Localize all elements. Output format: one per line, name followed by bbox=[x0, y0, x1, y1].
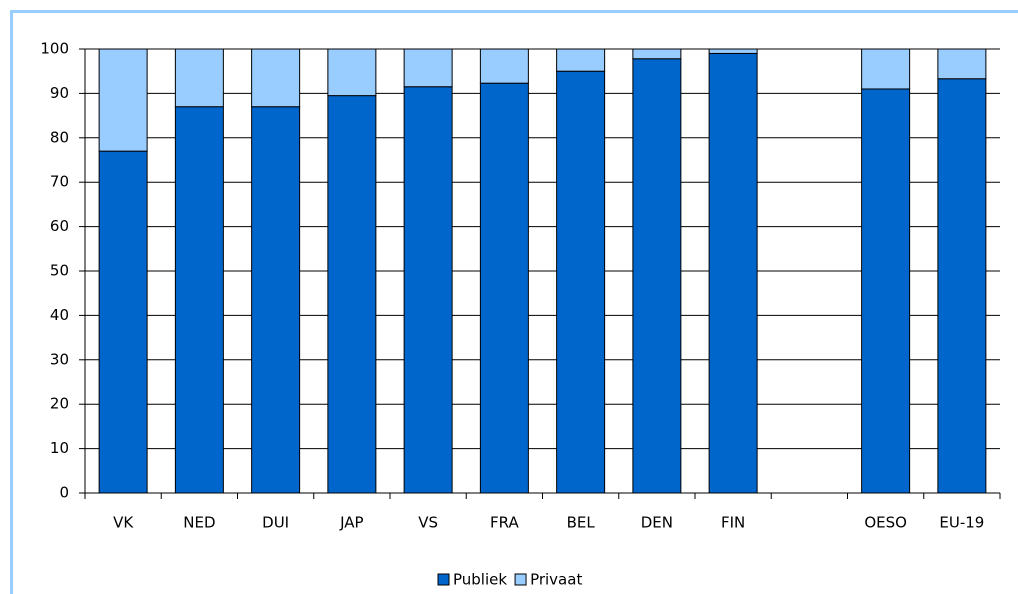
y-tick-label: 70 bbox=[50, 173, 69, 191]
y-tick-label: 60 bbox=[50, 217, 69, 235]
bar-segment bbox=[98, 150, 148, 494]
bar-segment bbox=[556, 70, 606, 494]
x-tick-label: FRA bbox=[490, 514, 519, 532]
y-tick-label: 90 bbox=[50, 84, 69, 102]
bar-segment bbox=[937, 48, 987, 80]
y-tick-label: 0 bbox=[59, 484, 69, 502]
y-tick-label: 10 bbox=[50, 439, 69, 457]
bar-segment bbox=[98, 48, 148, 152]
bar-segment bbox=[861, 88, 911, 494]
x-tick-label: JAP bbox=[339, 514, 363, 532]
legend-swatch bbox=[437, 573, 450, 586]
bar-segment bbox=[556, 48, 606, 72]
bar-segment bbox=[632, 58, 682, 494]
y-tick-label: 20 bbox=[50, 395, 69, 413]
frame bbox=[10, 10, 1018, 594]
bar-segment bbox=[708, 48, 758, 54]
bar-segment bbox=[251, 48, 301, 108]
bar-segment bbox=[174, 48, 224, 108]
legend-label: Privaat bbox=[530, 571, 582, 589]
y-tick-label: 50 bbox=[50, 262, 69, 280]
bar-segment bbox=[479, 48, 529, 84]
y-tick-label: 80 bbox=[50, 128, 69, 146]
x-tick-label: DEN bbox=[641, 514, 673, 532]
y-tick-label: 30 bbox=[50, 350, 69, 368]
bar-segment bbox=[403, 48, 453, 88]
bar-segment bbox=[708, 52, 758, 494]
bar-segment bbox=[174, 106, 224, 494]
bar-segment bbox=[327, 48, 377, 97]
bar-segment bbox=[632, 48, 682, 60]
x-tick-label: NED bbox=[183, 514, 215, 532]
bar-segment bbox=[861, 48, 911, 90]
x-tick-label: DUI bbox=[262, 514, 289, 532]
x-tick-label: OESO bbox=[864, 514, 907, 532]
bar-segment bbox=[479, 82, 529, 494]
x-tick-label: FIN bbox=[721, 514, 745, 532]
bar-segment bbox=[327, 95, 377, 494]
bar-segment bbox=[251, 106, 301, 494]
x-tick-label: BEL bbox=[567, 514, 596, 532]
x-tick-label: EU-19 bbox=[939, 514, 984, 532]
x-tick-label: VS bbox=[418, 514, 438, 532]
legend-swatch bbox=[514, 573, 527, 586]
x-tick-label: VK bbox=[113, 514, 134, 532]
legend-label: Publiek bbox=[453, 571, 507, 589]
y-tick-label: 40 bbox=[50, 306, 69, 324]
bar-segment bbox=[937, 78, 987, 494]
y-tick-label: 100 bbox=[40, 40, 69, 58]
bar-segment bbox=[403, 86, 453, 494]
